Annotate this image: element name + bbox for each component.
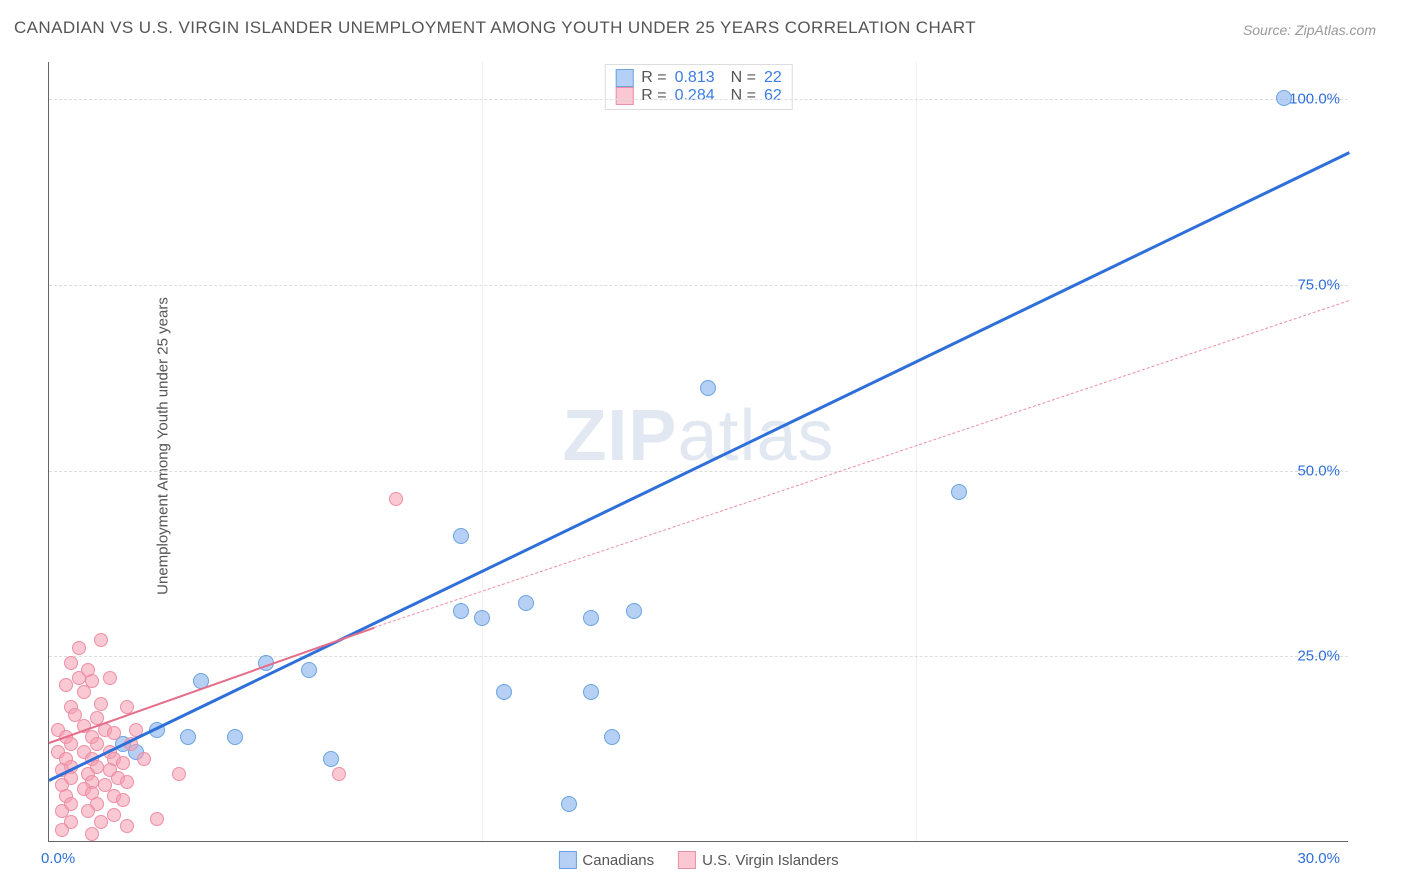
- scatter-point: [389, 492, 403, 506]
- scatter-point: [120, 775, 134, 789]
- x-tick-label: 30.0%: [1297, 850, 1340, 867]
- scatter-point: [1276, 90, 1292, 106]
- legend-correlation: R = 0.813 N = 22 R = 0.284 N = 62: [604, 64, 793, 110]
- scatter-point: [453, 528, 469, 544]
- legend-r-value: 0.813: [675, 69, 715, 87]
- legend-r-label: R =: [641, 87, 666, 105]
- scatter-point: [137, 752, 151, 766]
- scatter-point: [81, 804, 95, 818]
- legend-n-label: N =: [731, 87, 756, 105]
- scatter-point: [72, 641, 86, 655]
- scatter-point: [107, 726, 121, 740]
- gridline-h: [49, 471, 1348, 472]
- scatter-point: [90, 737, 104, 751]
- y-tick-label: 100.0%: [1289, 91, 1340, 108]
- scatter-point: [85, 674, 99, 688]
- legend-swatch: [558, 851, 576, 869]
- scatter-point: [700, 380, 716, 396]
- scatter-point: [85, 827, 99, 841]
- trend-line: [48, 151, 1349, 781]
- scatter-point: [453, 603, 469, 619]
- scatter-point: [94, 633, 108, 647]
- x-tick-label: 0.0%: [41, 850, 75, 867]
- scatter-point: [120, 819, 134, 833]
- scatter-point: [59, 678, 73, 692]
- scatter-point: [583, 684, 599, 700]
- scatter-point: [180, 729, 196, 745]
- scatter-point: [474, 610, 490, 626]
- scatter-point: [583, 610, 599, 626]
- legend-n-value: 22: [764, 69, 782, 87]
- legend-series-name: Canadians: [582, 852, 654, 869]
- legend-row: R = 0.813 N = 22: [615, 69, 782, 87]
- legend-series-name: U.S. Virgin Islanders: [702, 852, 838, 869]
- scatter-point: [496, 684, 512, 700]
- scatter-point: [116, 756, 130, 770]
- legend-r-value: 0.284: [675, 87, 715, 105]
- scatter-point: [227, 729, 243, 745]
- scatter-point: [626, 603, 642, 619]
- trend-line: [374, 300, 1349, 628]
- legend-swatch: [615, 69, 633, 87]
- legend-row: R = 0.284 N = 62: [615, 87, 782, 105]
- gridline-v: [482, 62, 483, 841]
- source-label: Source: ZipAtlas.com: [1243, 22, 1376, 38]
- y-tick-label: 50.0%: [1297, 462, 1340, 479]
- scatter-point: [64, 737, 78, 751]
- scatter-point: [55, 823, 69, 837]
- gridline-v: [916, 62, 917, 841]
- scatter-point: [107, 808, 121, 822]
- scatter-point: [301, 662, 317, 678]
- gridline-h: [49, 99, 1348, 100]
- legend-r-label: R =: [641, 69, 666, 87]
- y-tick-label: 25.0%: [1297, 648, 1340, 665]
- scatter-point: [604, 729, 620, 745]
- scatter-point: [150, 812, 164, 826]
- scatter-point: [323, 751, 339, 767]
- scatter-point: [64, 656, 78, 670]
- legend-item: U.S. Virgin Islanders: [678, 851, 838, 869]
- scatter-point: [561, 796, 577, 812]
- gridline-h: [49, 285, 1348, 286]
- y-tick-label: 75.0%: [1297, 276, 1340, 293]
- scatter-point: [951, 484, 967, 500]
- scatter-point: [332, 767, 346, 781]
- scatter-point: [518, 595, 534, 611]
- plot-area: ZIPatlas R =0.813N =22R =0.284N =62 Cana…: [48, 62, 1348, 842]
- legend-item: Canadians: [558, 851, 654, 869]
- legend-swatch: [678, 851, 696, 869]
- scatter-point: [103, 671, 117, 685]
- chart-title: CANADIAN VS U.S. VIRGIN ISLANDER UNEMPLO…: [14, 18, 976, 38]
- scatter-point: [172, 767, 186, 781]
- scatter-point: [116, 793, 130, 807]
- legend-series: Canadians U.S. Virgin Islanders: [558, 851, 838, 869]
- gridline-h: [49, 656, 1348, 657]
- legend-swatch: [615, 87, 633, 105]
- legend-n-label: N =: [731, 69, 756, 87]
- legend-n-value: 62: [764, 87, 782, 105]
- scatter-point: [94, 697, 108, 711]
